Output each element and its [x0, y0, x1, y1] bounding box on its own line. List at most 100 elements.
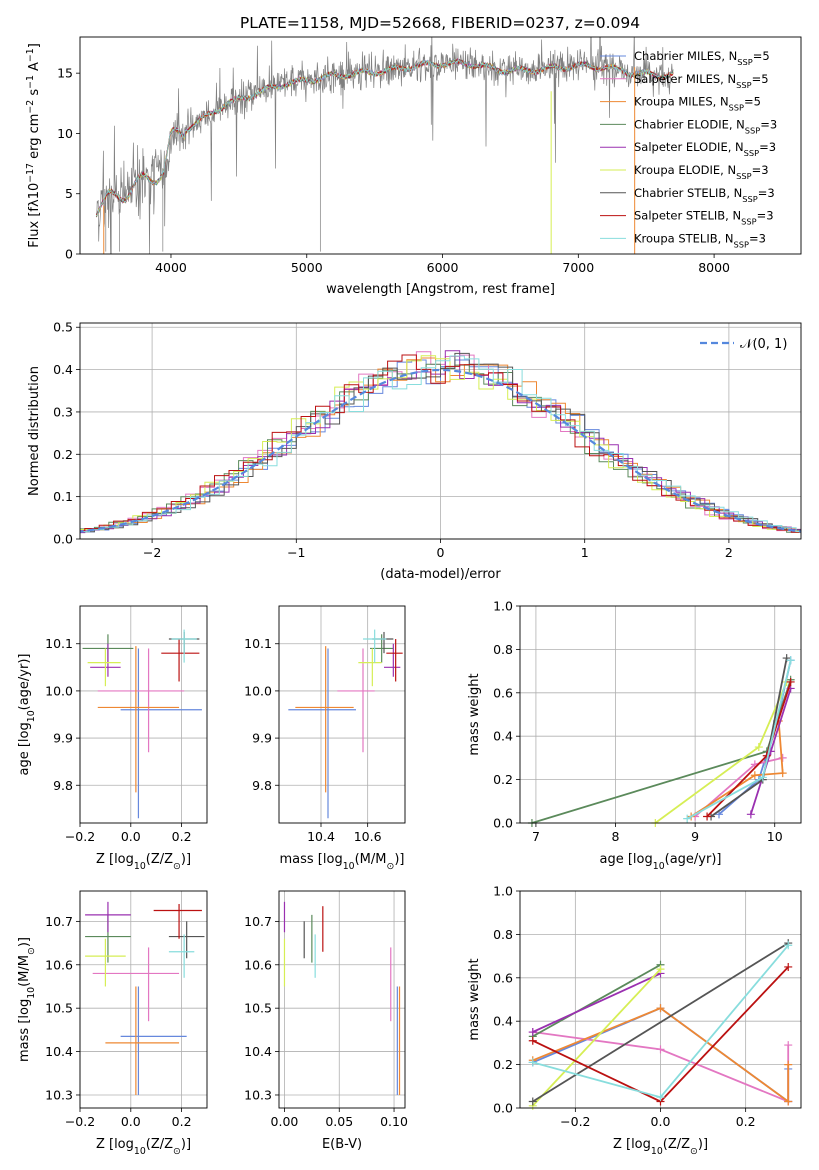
residuals-axes: −2 −1 0 1 2 0.0 0.1 0.2 0.3 0.4 0.5 (data-model)/er…	[27, 320, 802, 582]
age-vs-mass-ytick-label: 10.0	[244, 683, 272, 698]
weight-vs-z-xtick-label: −0.2	[560, 1114, 590, 1129]
weight-vs-z-marker-chabrier-stelib	[528, 1097, 537, 1106]
age-vs-z-ytick-label: 10.0	[45, 683, 73, 698]
weight-vs-age-marker-salpeter-miles	[778, 753, 787, 762]
weight-vs-age-ylabel: mass weight	[467, 673, 482, 755]
residuals-ytick-label: 0.0	[53, 532, 73, 547]
age-vs-z-ytick-label: 9.8	[53, 778, 73, 793]
weight-vs-z-marker-kroupa-stelib	[656, 1093, 665, 1102]
legend-label-kroupa-elodie: Kroupa ELODIE, NSSP=3	[634, 163, 769, 181]
mass-vs-z-ytick-label: 10.3	[45, 1087, 73, 1102]
residuals-ytick-label: 0.2	[53, 447, 73, 462]
mass-vs-z-ytick-label: 10.7	[45, 914, 73, 929]
weight-vs-age-xtick-label: 10	[767, 829, 783, 844]
weight-vs-z-marker-salpeter-miles	[784, 1041, 793, 1050]
mass-vs-z-ytick-label: 10.6	[45, 957, 73, 972]
spectrum-model-salpeter-stelib	[95, 58, 674, 217]
weight-vs-z-ytick-label: 0.2	[493, 1057, 513, 1072]
spectrum-data-line	[95, 37, 674, 254]
weight-vs-age-xtick-label: 8	[612, 829, 620, 844]
residuals-xtick-label: 1	[581, 545, 589, 560]
residuals-xlabel: (data-model)/error	[380, 567, 501, 582]
weight-vs-z-marker-salpeter-stelib	[784, 962, 793, 971]
legend-label-chabrier-miles: Chabrier MILES, NSSP=5	[634, 49, 770, 67]
mass-vs-ebv-xtick-label: 0.00	[271, 1114, 299, 1129]
mass-vs-ebv-data	[283, 901, 401, 1095]
weight-vs-z-marker-kroupa-miles	[784, 1097, 793, 1106]
spectrum-ytick-label: 5	[65, 186, 73, 201]
residuals-ytick-label: 0.5	[53, 320, 73, 335]
weight-vs-z-ylabel: mass weight	[467, 958, 482, 1040]
age-vs-mass-xtick-label: 10.6	[354, 829, 382, 844]
weight-vs-age-marker-kroupa-miles	[750, 771, 759, 780]
weight-vs-age-ytick-label: 0.8	[493, 642, 513, 657]
residuals-ylabel: Normed distribution	[27, 366, 42, 496]
mass-vs-ebv-ytick-label: 10.4	[244, 1044, 272, 1059]
weight-vs-age-ytick-label: 0.6	[493, 685, 513, 700]
residuals-xtick-label: 0	[437, 545, 445, 560]
residuals-hist-chabrier-elodie	[80, 363, 801, 534]
weight-vs-z-marker-kroupa-elodie	[656, 965, 665, 974]
weight-vs-z-marker-kroupa-miles	[656, 1004, 665, 1013]
weight-vs-z-marker-salpeter-elodie	[528, 1028, 537, 1037]
spectrum-ytick-label: 15	[57, 66, 73, 81]
residuals-hist-kroupa-miles	[80, 357, 801, 532]
legend-label-chabrier-stelib: Chabrier STELIB, NSSP=3	[634, 186, 775, 204]
mass-vs-z-ytick-label: 10.4	[45, 1044, 73, 1059]
weight-vs-z-line-chabrier-stelib	[532, 942, 789, 1103]
weight-vs-z-marker-salpeter-stelib	[528, 1036, 537, 1045]
weight-vs-age-line-kroupa-miles	[690, 720, 784, 818]
weight-vs-z-axes: −0.2 0.0 0.2 0.0 0.2 0.4 0.6 0.8 1.0 Z [log10(Z/Z…	[467, 884, 802, 1157]
spectrum-ytick-label: 0	[65, 247, 73, 262]
residuals-xtick-label: −1	[287, 545, 305, 560]
weight-vs-age-data	[527, 654, 795, 827]
weight-vs-z-line-chabrier-elodie	[532, 964, 661, 1038]
spectrum-xtick-label: 7000	[562, 260, 594, 275]
mass-vs-ebv-axes: 0.00 0.05 0.10 10.3 10.4 10.5 10.6 10.7 E(B-V)	[244, 890, 408, 1152]
spectrum-xtick-label: 8000	[698, 260, 730, 275]
legend-label-kroupa-miles: Kroupa MILES, NSSP=5	[634, 95, 761, 113]
weight-vs-age-marker-salpeter-elodie	[746, 810, 755, 819]
weight-vs-age-ytick-label: 0.2	[493, 772, 513, 787]
age-vs-z-frame	[79, 605, 208, 824]
weight-vs-z-data	[528, 939, 793, 1110]
weight-vs-age-ytick-label: 0.0	[493, 816, 513, 831]
weight-vs-z-ytick-label: 1.0	[493, 884, 513, 899]
mass-vs-ebv-xtick-label: 0.05	[325, 1114, 353, 1129]
weight-vs-z-ytick-label: 0.4	[493, 1014, 513, 1029]
age-vs-z-xtick-label: 0.0	[121, 829, 141, 844]
age-vs-z-xlabel: Z [log10(Z/Z⊙)]	[96, 852, 191, 872]
spectrum-xlabel: wavelength [Angstrom, rest frame]	[326, 282, 555, 297]
mass-vs-ebv-ytick-label: 10.6	[244, 957, 272, 972]
age-vs-z-ytick-label: 10.1	[45, 636, 73, 651]
weight-vs-z-ytick-label: 0.8	[493, 927, 513, 942]
age-vs-mass-xtick-label: 10.4	[307, 829, 335, 844]
spectrum-xtick-label: 5000	[291, 260, 323, 275]
mass-vs-z-data	[85, 901, 205, 1095]
spectrum-model-kroupa-stelib	[96, 59, 674, 217]
mass-vs-z-ytick-label: 10.5	[45, 1001, 73, 1016]
mass-vs-ebv-ytick-label: 10.5	[244, 1001, 272, 1016]
age-vs-z-ytick-label: 9.9	[53, 731, 73, 746]
age-vs-z-ylabel: age [log10(age/yr)]	[17, 654, 37, 776]
legend-label-chabrier-elodie: Chabrier ELODIE, NSSP=3	[634, 117, 777, 135]
age-vs-z-axes: −0.2 0.0 0.2 9.8 9.9 10.0 10.1 Z [log10(Z/Z⊙)] a…	[17, 605, 208, 872]
mass-vs-z-xtick-label: 0.2	[172, 1114, 192, 1129]
spectrum-axes: 4000 5000 6000 7000 8000 0 5 10 15 wavelength [An…	[25, 36, 802, 297]
weight-vs-z-marker-salpeter-miles	[656, 1045, 665, 1054]
legend-label-salpeter-miles: Salpeter MILES, NSSP=5	[634, 72, 769, 90]
age-vs-z-xtick-label: 0.2	[172, 829, 192, 844]
weight-vs-z-frame	[519, 890, 802, 1109]
mass-vs-z-xtick-label: −0.2	[65, 1114, 95, 1129]
mass-vs-ebv-ytick-label: 10.7	[244, 914, 272, 929]
residuals-xtick-label: −2	[143, 545, 161, 560]
mass-vs-ebv-xtick-label: 0.10	[380, 1114, 408, 1129]
spectrum-data	[95, 37, 674, 254]
age-vs-z-xtick-label: −0.2	[65, 829, 95, 844]
spectrum-legend: Chabrier MILES, NSSP=5 Salpeter MILES, NS…	[600, 49, 777, 249]
weight-vs-age-frame	[519, 605, 802, 824]
residuals-hist-kroupa-stelib	[80, 355, 801, 533]
age-vs-mass-ytick-label: 9.9	[252, 731, 272, 746]
